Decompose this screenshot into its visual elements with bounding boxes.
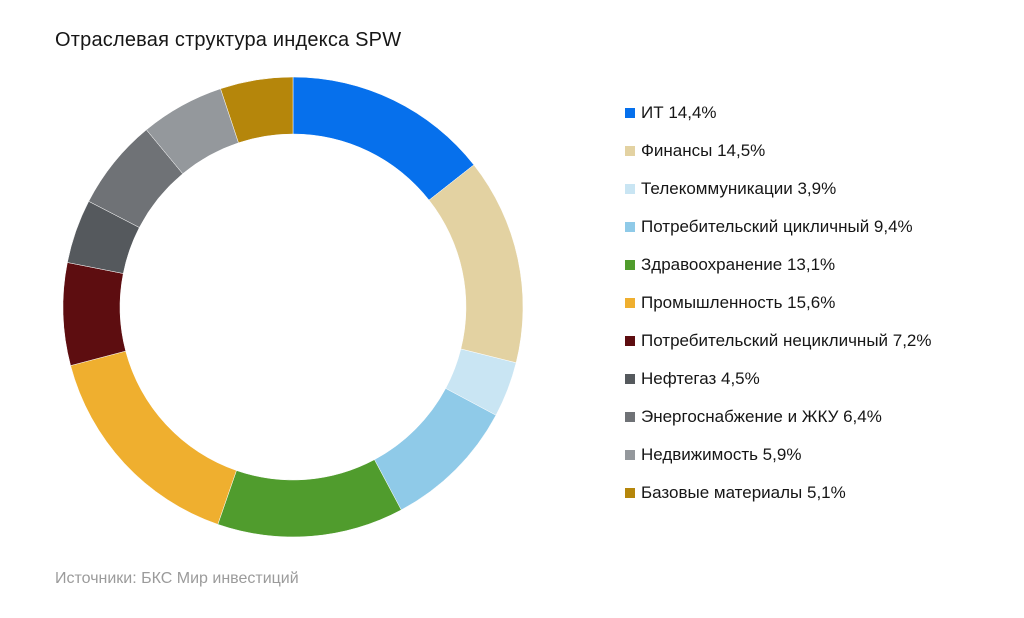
legend-swatch-icon xyxy=(625,412,635,422)
legend-swatch-icon xyxy=(625,298,635,308)
legend-label: Нефтегаз 4,5% xyxy=(641,369,760,388)
legend-swatch-icon xyxy=(625,336,635,346)
legend-item-1: ИТ 14,4% xyxy=(625,94,932,132)
legend-item-10: Недвижимость 5,9% xyxy=(625,436,932,474)
donut-segment-2 xyxy=(428,164,524,364)
legend-label: Энергоснабжение и ЖКУ 6,4% xyxy=(641,407,882,426)
legend-label: Потребительский цикличный 9,4% xyxy=(641,217,913,236)
legend-label: Промышленность 15,6% xyxy=(641,293,836,312)
legend-item-6: Промышленность 15,6% xyxy=(625,284,932,322)
legend-label: Финансы 14,5% xyxy=(641,141,766,160)
legend-item-8: Нефтегаз 4,5% xyxy=(625,360,932,398)
legend-label: Телекоммуникации 3,9% xyxy=(641,179,837,198)
chart-title: Отраслевая структура индекса SPW xyxy=(55,29,402,51)
donut-segment-11 xyxy=(220,76,294,144)
donut-segment-1 xyxy=(292,76,475,201)
donut-segment-4 xyxy=(374,388,497,511)
legend-label: Недвижимость 5,9% xyxy=(641,445,802,464)
source-note: Источники: БКС Мир инвестиций xyxy=(55,570,299,587)
donut-segment-6 xyxy=(70,350,237,525)
legend-item-2: Финансы 14,5% xyxy=(625,132,932,170)
legend-item-11: Базовые материалы 5,1% xyxy=(625,474,932,512)
legend-swatch-icon xyxy=(625,450,635,460)
legend-item-9: Энергоснабжение и ЖКУ 6,4% xyxy=(625,398,932,436)
legend-label: Потребительский нецикличный 7,2% xyxy=(641,331,932,350)
legend-swatch-icon xyxy=(625,108,635,118)
legend-swatch-icon xyxy=(625,146,635,156)
legend-swatch-icon xyxy=(625,260,635,270)
legend-item-4: Потребительский цикличный 9,4% xyxy=(625,208,932,246)
legend-item-7: Потребительский нецикличный 7,2% xyxy=(625,322,932,360)
legend-swatch-icon xyxy=(625,222,635,232)
legend-swatch-icon xyxy=(625,488,635,498)
chart-legend: ИТ 14,4% Финансы 14,5% Телекоммуникации 3,… xyxy=(625,94,932,512)
legend-item-3: Телекоммуникации 3,9% xyxy=(625,170,932,208)
donut-segment-5 xyxy=(217,459,402,538)
legend-swatch-icon xyxy=(625,184,635,194)
legend-label: Здравоохранение 13,1% xyxy=(641,255,836,274)
donut-segment-7 xyxy=(62,262,127,366)
legend-item-5: Здравоохранение 13,1% xyxy=(625,246,932,284)
legend-swatch-icon xyxy=(625,374,635,384)
legend-label: ИТ 14,4% xyxy=(641,103,717,122)
legend-label: Базовые материалы 5,1% xyxy=(641,483,846,502)
